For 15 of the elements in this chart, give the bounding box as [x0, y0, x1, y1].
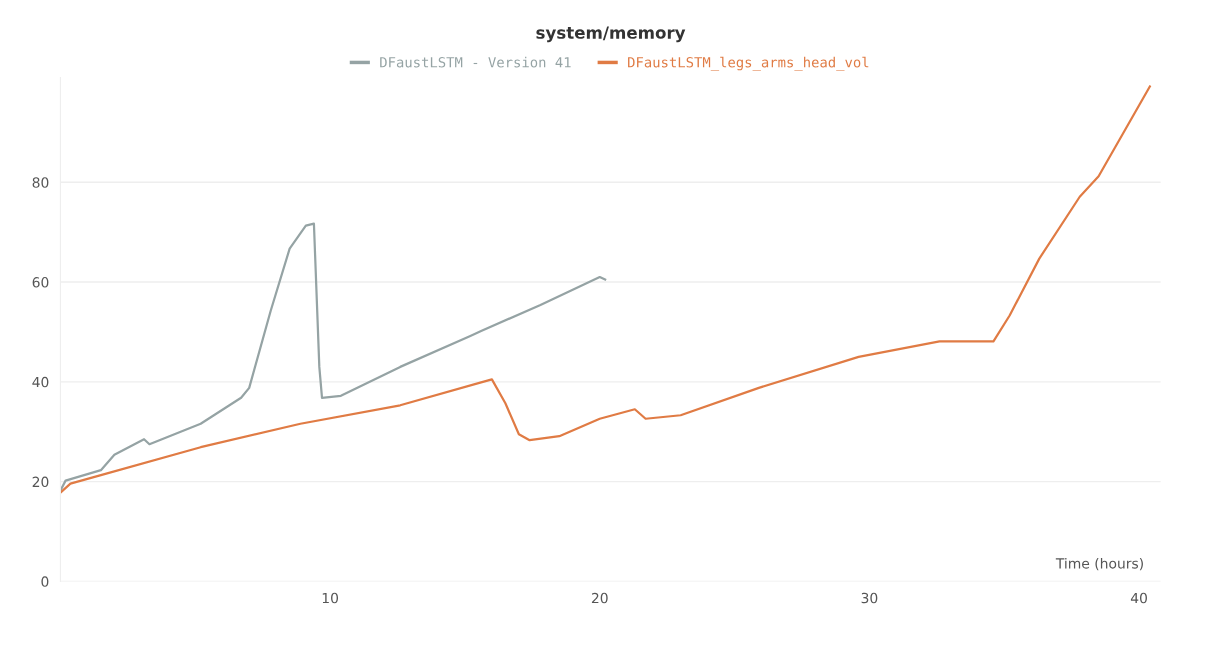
x-tick-label: 10 — [322, 592, 339, 604]
x-axis-title: Time (hours) — [1055, 557, 1143, 571]
line-series — [60, 222, 607, 492]
y-tick-label: 60 — [32, 277, 49, 288]
x-tick-label: 30 — [861, 592, 878, 604]
x-tick-label: 20 — [591, 592, 608, 604]
y-tick-label: 80 — [32, 177, 49, 188]
x-tick-label: 40 — [1130, 592, 1147, 604]
legend-label: DFaustLSTM_legs_arms_head_vol — [628, 56, 869, 71]
y-tick-label: 40 — [32, 376, 49, 388]
legend-label: DFaustLSTM - Version 41 — [380, 56, 571, 68]
chart-title: system/memory — [536, 26, 686, 43]
line-series — [60, 85, 1151, 494]
y-tick-label: 0 — [41, 576, 49, 587]
y-tick-label: 20 — [32, 476, 49, 488]
